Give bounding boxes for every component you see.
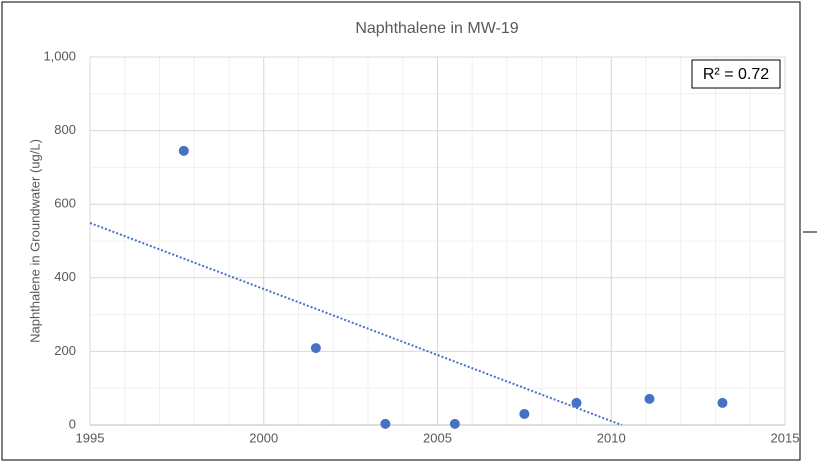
data-point <box>380 418 391 429</box>
y-tick-label: 200 <box>54 343 76 358</box>
x-tick-label: 2005 <box>423 430 452 445</box>
chart-title: Naphthalene in MW-19 <box>355 20 518 37</box>
data-point <box>571 397 582 408</box>
x-tick-label: 2000 <box>249 430 278 445</box>
data-point <box>178 145 189 156</box>
data-point <box>717 397 728 408</box>
y-tick-label: 0 <box>69 416 76 431</box>
y-tick-label: 400 <box>54 269 76 284</box>
annotation: R² = 0.72 <box>703 66 769 83</box>
data-point <box>519 408 530 419</box>
data-point <box>310 343 321 354</box>
data-point <box>449 418 460 429</box>
y-axis-label: Naphthalene in Groundwater (ug/L) <box>27 139 42 343</box>
y-tick-label: 1,000 <box>43 48 76 63</box>
x-tick-label: 2010 <box>597 430 626 445</box>
chart-border <box>1 1 801 461</box>
x-tick-label: 1995 <box>76 430 105 445</box>
y-tick-label: 600 <box>54 196 76 211</box>
y-tick-label: 800 <box>54 122 76 137</box>
data-point <box>644 393 655 404</box>
annotation-box <box>691 59 781 89</box>
x-tick-label: 2015 <box>771 430 800 445</box>
trendline <box>89 222 623 426</box>
